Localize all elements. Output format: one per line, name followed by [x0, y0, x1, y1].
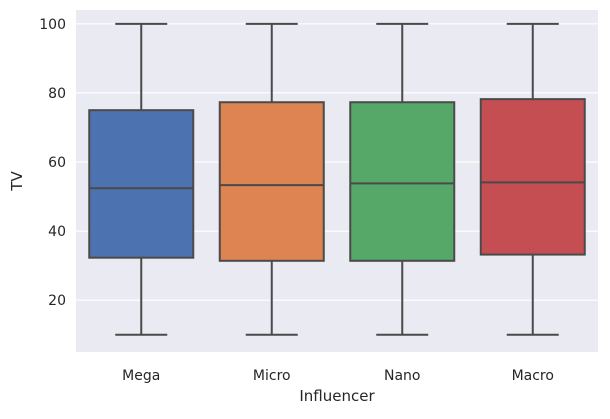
x-axis-ticks: Mega Micro Nano Macro [122, 368, 554, 384]
box-nano [349, 22, 456, 336]
box-iqr [349, 101, 456, 262]
box-micro [218, 22, 325, 336]
x-tick-label: Micro [253, 368, 291, 384]
y-axis-ticks: 20 40 60 80 100 [39, 17, 66, 309]
boxes [88, 22, 586, 336]
y-tick-label: 80 [48, 86, 66, 102]
y-tick-label: 100 [39, 17, 66, 33]
x-axis-label: Influencer [299, 387, 375, 405]
y-tick-label: 40 [48, 224, 66, 240]
y-tick-label: 60 [48, 155, 66, 171]
box-macro [479, 22, 586, 336]
x-tick-label: Macro [512, 368, 554, 384]
box-iqr [218, 101, 325, 262]
box-mega [88, 22, 195, 336]
x-tick-label: Mega [122, 368, 160, 384]
y-tick-label: 20 [48, 293, 66, 309]
x-tick-label: Nano [384, 368, 421, 384]
box-iqr [479, 98, 586, 256]
box-iqr [88, 109, 195, 259]
y-axis-label: TV [8, 171, 26, 192]
